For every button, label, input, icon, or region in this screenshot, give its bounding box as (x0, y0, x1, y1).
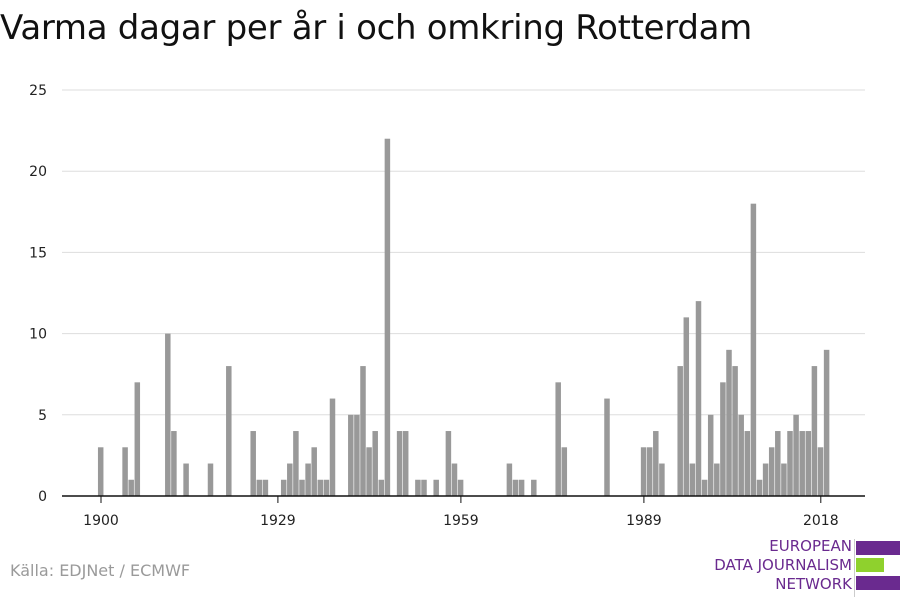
bar-1934 (305, 463, 311, 496)
gridlines (62, 89, 865, 416)
bar-2018 (817, 447, 824, 496)
bar-1906 (134, 382, 141, 496)
logo-line-3: NETWORK (775, 575, 852, 593)
bar-1936 (317, 479, 324, 496)
bar-1933 (299, 479, 305, 496)
bar-1946 (378, 479, 385, 496)
bar-1949 (396, 431, 403, 496)
y-tick-label: 15 (29, 245, 47, 261)
bar-1992 (659, 463, 665, 496)
bar-1997 (689, 463, 696, 496)
bar-1990 (646, 447, 653, 496)
x-tick-label: 1989 (626, 513, 662, 529)
bar-1957 (445, 431, 452, 496)
bar-1927 (262, 479, 269, 496)
bar-1947 (384, 138, 391, 496)
y-tick-label: 25 (29, 83, 47, 99)
bar-1912 (171, 431, 177, 496)
y-tick-label: 5 (38, 408, 47, 424)
bar-1911 (165, 333, 171, 496)
bar-1931 (287, 463, 293, 496)
bar-1943 (360, 366, 366, 496)
bar-2004 (732, 366, 738, 496)
source-note: Källa: EDJNet / ECMWF (10, 561, 191, 580)
bar-2016 (805, 431, 812, 496)
bar-2002 (720, 382, 726, 496)
bar-1935 (311, 447, 317, 496)
bar-1975 (555, 382, 561, 496)
bar-2011 (775, 431, 781, 496)
bar-1941 (348, 414, 354, 496)
x-tick-label: 1959 (443, 513, 479, 529)
bar-1989 (640, 447, 647, 496)
bar-1932 (293, 431, 299, 496)
logo-divider (854, 539, 855, 597)
logo-line-1: EUROPEAN (769, 537, 852, 555)
logo-bar-purple-bottom (856, 576, 900, 590)
logo-line-2: DATA JOURNALISM (714, 556, 852, 574)
x-axis-ticks: 1900 1929 1959 1989 2018 (83, 496, 839, 529)
bar-1930 (280, 479, 287, 496)
bar-1944 (366, 447, 372, 496)
bar-1968 (512, 479, 519, 496)
bar-1991 (653, 431, 659, 496)
bar-1950 (402, 431, 409, 496)
bar-2000 (707, 414, 714, 496)
bar-2008 (756, 479, 763, 496)
bar-1995 (677, 366, 683, 496)
bar-1900 (97, 447, 104, 496)
y-tick-label: 10 (29, 327, 47, 343)
bar-1937 (323, 479, 330, 496)
bar-2019 (823, 349, 830, 496)
bar-1998 (695, 301, 702, 496)
bar-1971 (531, 479, 537, 496)
x-tick-label: 2018 (803, 513, 839, 529)
bar-2017 (811, 366, 818, 496)
bar-1921 (226, 366, 232, 496)
bar-2012 (781, 463, 787, 496)
logo-bar-green (856, 558, 884, 572)
bar-2005 (738, 414, 744, 496)
bar-1976 (561, 447, 568, 496)
bar-2014 (793, 414, 799, 496)
bars (97, 138, 830, 496)
bar-1952 (415, 479, 421, 496)
bar-1938 (329, 398, 336, 496)
x-tick-label: 1900 (83, 513, 119, 529)
bar-1904 (122, 447, 128, 496)
bar-2010 (768, 447, 775, 496)
y-tick-label: 20 (29, 164, 47, 180)
bar-2006 (744, 431, 751, 496)
bar-1958 (451, 463, 458, 496)
bar-1999 (701, 479, 708, 496)
bar-1925 (250, 431, 256, 496)
bar-1953 (421, 479, 427, 496)
bar-1918 (207, 463, 214, 496)
bar-2003 (726, 349, 732, 496)
bar-1959 (457, 479, 464, 496)
bar-1996 (683, 317, 690, 496)
chart-title: Varma dagar per år i och omkring Rotterd… (0, 8, 753, 48)
bar-1955 (433, 479, 439, 496)
bar-2001 (714, 463, 720, 496)
bar-2013 (787, 431, 793, 496)
bar-2009 (762, 463, 769, 496)
bar-1945 (372, 431, 378, 496)
edjnet-logo: EUROPEAN DATA JOURNALISM NETWORK (700, 537, 900, 597)
bar-2015 (799, 431, 805, 496)
bar-1905 (128, 479, 134, 496)
y-tick-label: 0 (38, 489, 47, 505)
bar-1969 (518, 479, 525, 496)
logo-bar-purple-top (856, 541, 900, 555)
bar-1942 (354, 414, 360, 496)
bar-1926 (256, 479, 263, 496)
bar-1967 (506, 463, 513, 496)
bar-1983 (604, 398, 610, 496)
x-tick-label: 1929 (260, 513, 296, 529)
bar-2007 (750, 203, 757, 496)
bar-1914 (183, 463, 189, 496)
y-axis-ticks: 0 5 10 15 20 25 (29, 83, 47, 505)
